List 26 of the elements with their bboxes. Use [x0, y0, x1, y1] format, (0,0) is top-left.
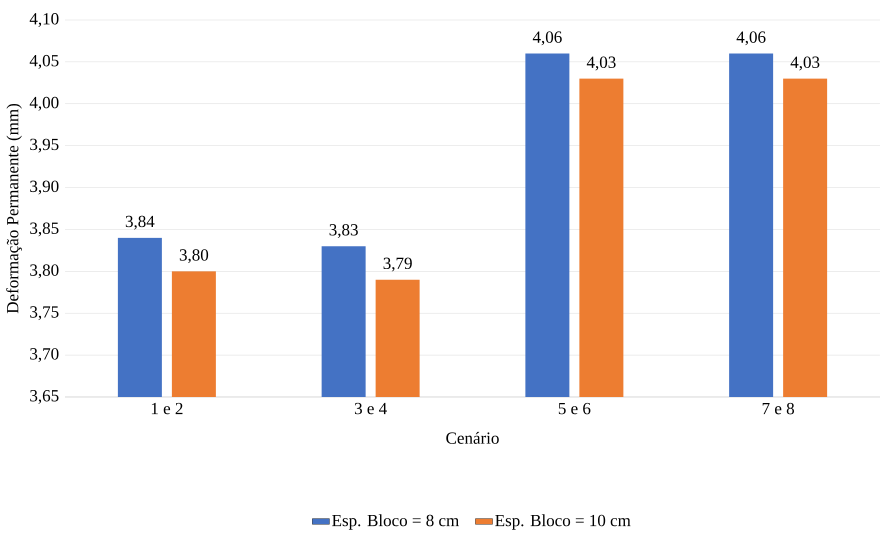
x-tick-label: 7 e 8 — [762, 402, 794, 414]
y-tick-label: 3,90 — [30, 180, 58, 195]
y-tick-label: 4,10 — [30, 13, 58, 27]
y-tick-label: 3,75 — [30, 306, 58, 320]
x-tick-label: 1 e 2 — [152, 402, 182, 414]
y-tick-label: 3,65 — [30, 390, 58, 404]
x-axis-title: Cenário — [446, 432, 499, 444]
data-label: 4,06 — [736, 31, 766, 46]
data-label: 3,80 — [180, 249, 208, 264]
data-label: 3,83 — [330, 224, 358, 238]
data-label: 4,03 — [586, 56, 616, 70]
x-tick-label: 5 e 6 — [558, 402, 590, 414]
data-label: 4,03 — [790, 56, 820, 70]
legend-label: Esp. Bloco = 8 cm — [332, 514, 459, 530]
data-label: 4,06 — [532, 31, 562, 46]
y-tick-label: 3,70 — [30, 348, 58, 362]
data-label: 3,79 — [384, 258, 412, 272]
y-tick-label: 3,80 — [30, 264, 58, 278]
y-tick-label: 4,05 — [30, 54, 58, 69]
x-tick-label: 3 e 4 — [354, 402, 387, 414]
data-label: 3,84 — [126, 216, 154, 230]
y-axis-title: Deformação Permanente (mm) — [6, 104, 22, 314]
y-tick-label: 3,95 — [30, 138, 58, 153]
y-tick-label: 3,85 — [30, 222, 58, 236]
y-tick-label: 4,00 — [30, 96, 58, 111]
legend-label: Esp. Bloco = 10 cm — [495, 514, 631, 530]
